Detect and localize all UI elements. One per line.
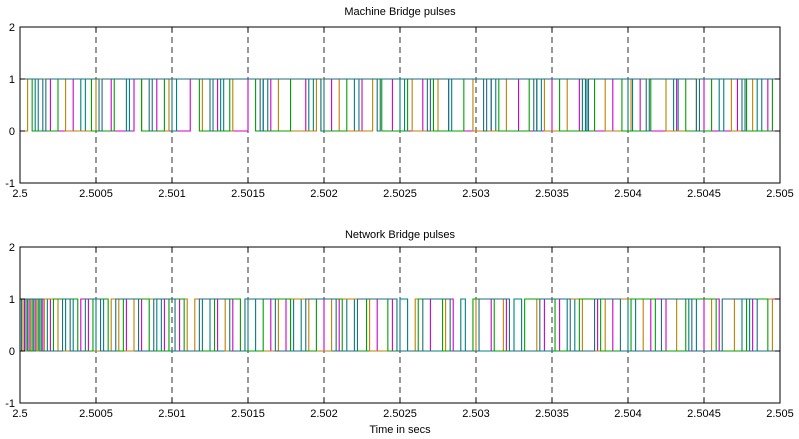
x-tick-label: 2.5045: [687, 188, 721, 200]
x-tick-label: 2.501: [158, 188, 186, 200]
y-tick-label: 2: [9, 22, 15, 34]
chart-title: Machine Bridge pulses: [344, 6, 456, 18]
x-tick-label: 2.5015: [231, 188, 265, 200]
x-tick-label: 2.505: [766, 188, 794, 200]
machine-bridge-panel: Machine Bridge pulses 2.5 2.5005 2.501 2.50…: [5, 6, 794, 200]
x-tick-label: 2.5035: [535, 408, 569, 420]
pulse-series-line: [20, 298, 780, 352]
x-tick-label: 2.5025: [383, 408, 417, 420]
y-tick-label: -1: [5, 398, 15, 410]
y-tick-label: 1: [9, 74, 15, 86]
y-tick-label: -1: [5, 178, 15, 190]
y-tick-label: 0: [9, 346, 15, 358]
pulse-series-line: [20, 78, 780, 132]
x-tick-label: 2.503: [462, 408, 490, 420]
x-tick-label: 2.503: [462, 188, 490, 200]
x-tick-label: 2.504: [614, 408, 642, 420]
plot-area: 2.5 2.5005 2.501 2.5015 2.502 2.5025 2.503 2.50…: [5, 242, 794, 420]
y-tick-label: 1: [9, 294, 15, 306]
pulse-series-line: [20, 298, 780, 352]
x-tick-label: 2.502: [310, 188, 338, 200]
chart-title: Network Bridge pulses: [345, 229, 456, 241]
plot-area: 2.5 2.5005 2.501 2.5015 2.502 2.5025 2.503 2.50…: [5, 22, 794, 200]
x-tick-label: 2.502: [310, 408, 338, 420]
x-tick-label: 2.5: [12, 188, 27, 200]
x-tick-label: 2.5015: [231, 408, 265, 420]
pulse-series-line: [20, 298, 780, 352]
x-tick-label: 2.5035: [535, 188, 569, 200]
x-tick-label: 2.501: [158, 408, 186, 420]
x-tick-label: 2.5005: [79, 188, 113, 200]
network-bridge-panel: Network Bridge pulses 2.5 2.5005 2.501 2.50…: [5, 229, 794, 436]
x-tick-label: 2.5005: [79, 408, 113, 420]
x-tick-label: 2.5: [12, 408, 27, 420]
y-tick-label: 2: [9, 242, 15, 254]
x-axis-label: Time in secs: [369, 424, 431, 436]
x-tick-label: 2.505: [766, 408, 794, 420]
x-tick-label: 2.504: [614, 188, 642, 200]
x-tick-label: 2.5045: [687, 408, 721, 420]
x-tick-label: 2.5025: [383, 188, 417, 200]
y-tick-label: 0: [9, 126, 15, 138]
